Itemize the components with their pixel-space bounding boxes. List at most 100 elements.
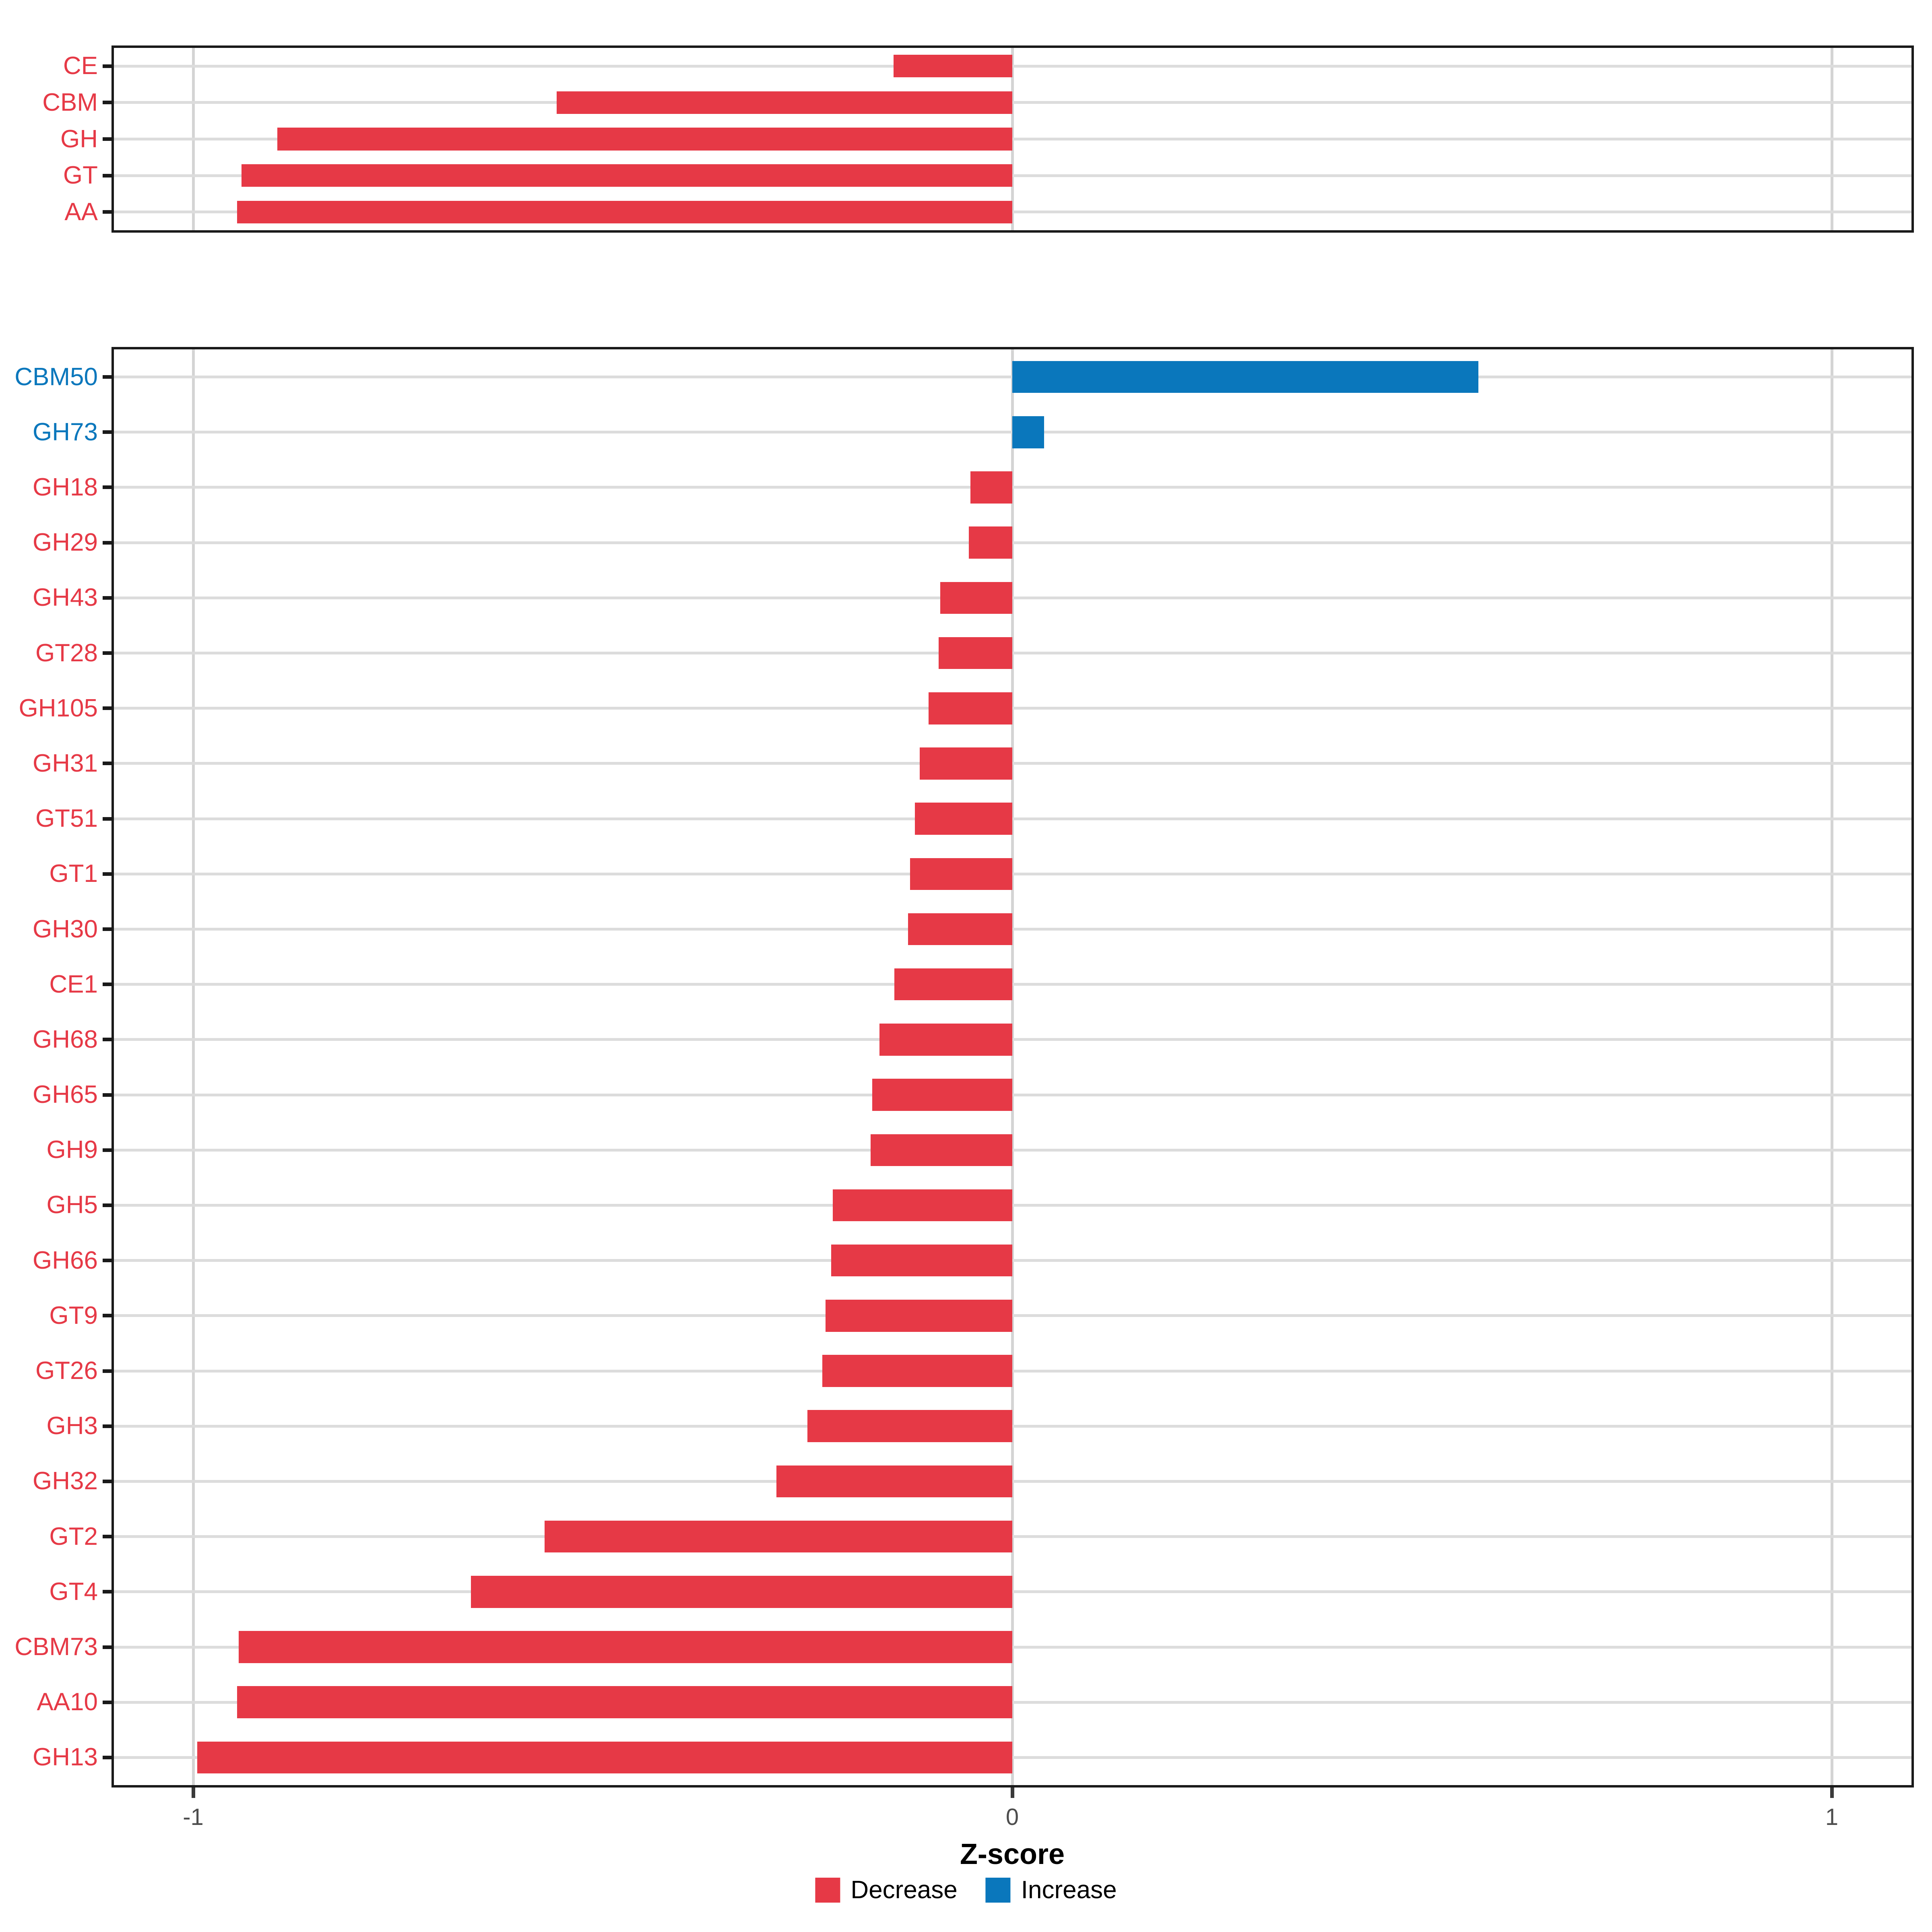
y-axis-tick [103,173,111,178]
legend-label-increase: Increase [1021,1876,1117,1904]
y-axis-tick [103,872,111,876]
bar-GT51[interactable] [914,803,1012,835]
y-axis-tick [103,101,111,105]
bar-GH5[interactable] [833,1189,1012,1222]
y-axis-label-GH73: GH73 [33,418,98,446]
legend-swatch-decrease [815,1877,840,1903]
bar-GH73[interactable] [1012,416,1044,448]
bar-GT1[interactable] [910,858,1012,890]
horizontal-gridline [114,652,1911,655]
bar-GH66[interactable] [831,1244,1012,1277]
legend-item-increase[interactable]: Increase [985,1876,1117,1904]
y-axis-tick [103,1645,111,1649]
bar-GT2[interactable] [544,1520,1012,1553]
bar-CE1[interactable] [894,968,1012,1001]
bar-CE[interactable] [893,55,1012,78]
bar-CBM50[interactable] [1012,361,1479,393]
x-axis-tick-label-1: 1 [1825,1804,1839,1830]
horizontal-gridline [114,1535,1911,1538]
y-axis-label-GT51: GT51 [35,805,98,833]
y-axis-tick [103,1093,111,1097]
y-axis-label-GT26: GT26 [35,1357,98,1385]
legend-swatch-increase [985,1877,1011,1903]
y-axis-tick [103,1203,111,1207]
y-axis-label-GH105: GH105 [19,694,98,722]
y-axis-tick [103,1148,111,1152]
y-axis-tick [103,485,111,489]
bar-GH43[interactable] [940,582,1012,614]
y-axis-tick [103,817,111,821]
y-axis-label-GH3: GH3 [46,1412,98,1440]
bar-GH65[interactable] [872,1079,1012,1111]
y-axis-tick [103,1590,111,1594]
x-axis-title: Z-score [960,1838,1065,1870]
bar-AA[interactable] [237,200,1012,223]
bar-GH18[interactable] [970,471,1012,504]
horizontal-gridline [114,1203,1911,1207]
horizontal-gridline [114,1369,1911,1373]
y-axis-label-GH: GH [60,125,98,153]
y-axis-tick [103,651,111,655]
bar-GH13[interactable] [197,1741,1012,1774]
horizontal-gridline [114,928,1911,931]
y-axis-label-CE: CE [63,52,98,80]
bar-GT9[interactable] [825,1300,1012,1332]
horizontal-gridline [114,64,1911,68]
y-axis-label-GT9: GT9 [49,1301,98,1329]
horizontal-gridline [114,1148,1911,1152]
y-axis-label-GT1: GT1 [49,860,98,888]
bar-GT4[interactable] [471,1576,1012,1608]
y-axis-label-GH43: GH43 [33,584,98,612]
bar-GH29[interactable] [969,526,1012,559]
y-axis-tick [103,137,111,141]
bar-GH30[interactable] [908,913,1012,945]
plot-area-class [114,48,1911,230]
horizontal-gridline [114,1590,1911,1593]
horizontal-gridline [114,872,1911,875]
y-axis-label-AA: AA [64,198,98,226]
horizontal-gridline [114,1424,1911,1428]
x-axis-tick-1 [1830,1788,1834,1798]
legend-label-decrease: Decrease [850,1876,958,1904]
y-axis-tick [103,1755,111,1759]
horizontal-gridline [114,817,1911,820]
horizontal-gridline [114,1480,1911,1483]
y-axis-label-GT: GT [63,161,98,190]
y-axis-tick [103,210,111,214]
x-axis-tick-0 [1010,1788,1014,1798]
bar-GT28[interactable] [938,637,1012,669]
bar-GH105[interactable] [929,692,1012,724]
y-axis-tick [103,1369,111,1373]
y-axis-label-GH32: GH32 [33,1467,98,1495]
bar-AA10[interactable] [237,1686,1012,1718]
vertical-gridline [192,349,195,1785]
bar-GT[interactable] [241,164,1012,187]
y-axis-label-GH18: GH18 [33,473,98,501]
plot-area-family [114,349,1911,1785]
y-axis-tick [103,983,111,987]
bar-GH[interactable] [277,128,1012,151]
legend-item-decrease[interactable]: Decrease [815,1876,958,1904]
y-axis-label-CBM73: CBM73 [14,1633,98,1661]
horizontal-gridline [114,174,1911,177]
y-axis-tick [103,1314,111,1318]
bar-GH3[interactable] [807,1410,1012,1443]
horizontal-gridline [114,1645,1911,1649]
bar-GT26[interactable] [822,1355,1012,1387]
bar-GH32[interactable] [776,1465,1012,1498]
bar-GH68[interactable] [879,1024,1012,1056]
panel-cazyme-class [111,45,1914,233]
y-axis-tick [103,1535,111,1539]
y-axis-tick [103,762,111,766]
horizontal-gridline [114,1093,1911,1096]
y-axis-label-AA10: AA10 [37,1688,98,1716]
horizontal-gridline [114,101,1911,104]
bar-CBM[interactable] [557,91,1012,114]
bar-CBM73[interactable] [239,1631,1012,1663]
y-axis-label-GH31: GH31 [33,749,98,777]
y-axis-tick [103,64,111,68]
y-axis-label-GH13: GH13 [33,1743,98,1771]
bar-GH31[interactable] [919,747,1012,780]
bar-GH9[interactable] [870,1134,1012,1166]
y-axis-tick [103,1700,111,1704]
